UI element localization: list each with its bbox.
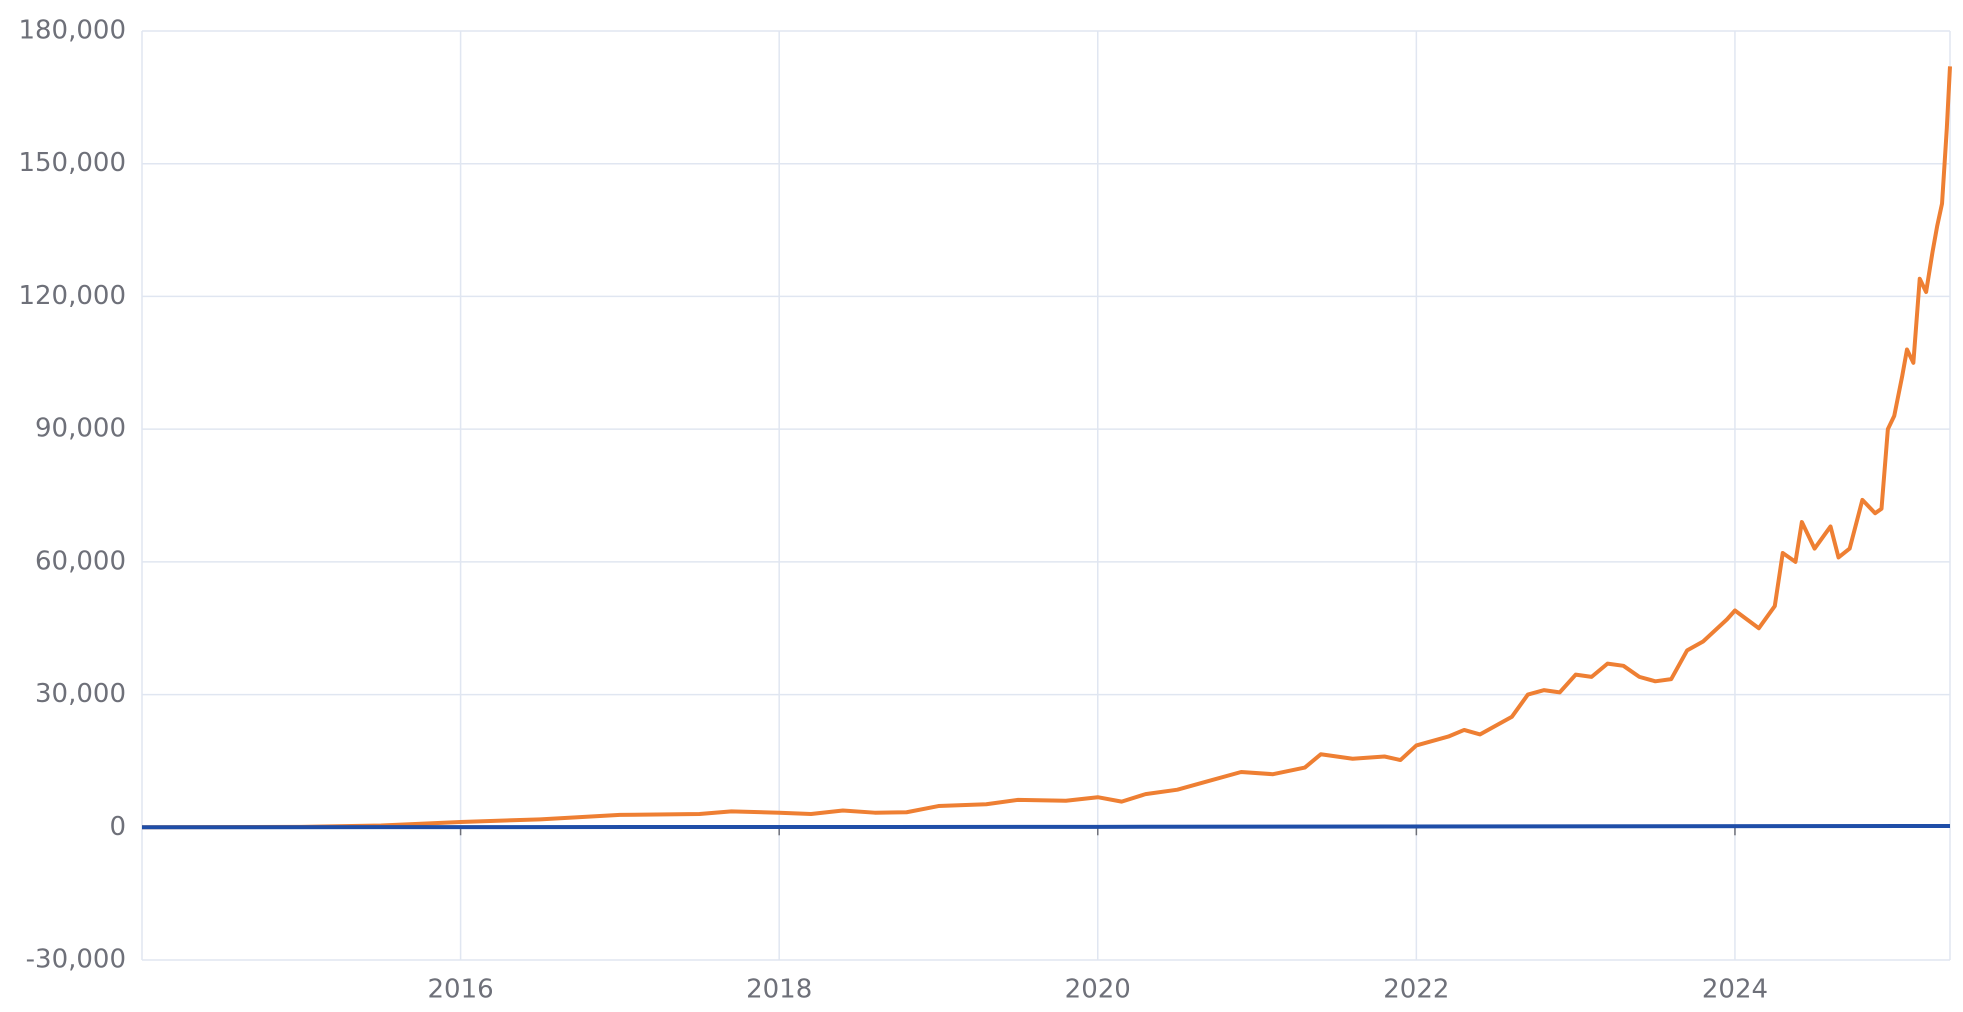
y-tick-label: 180,000	[18, 16, 126, 46]
y-tick-label: 30,000	[35, 679, 126, 709]
series-line	[141, 823, 1951, 830]
y-tick-label: 150,000	[18, 148, 126, 178]
x-tick-label: 2022	[1383, 975, 1449, 1005]
x-tick-label: 2020	[1065, 975, 1131, 1005]
x-tick-label: 2018	[746, 975, 812, 1005]
series-line	[141, 66, 1952, 830]
x-tick-label: 2016	[428, 975, 494, 1005]
x-tick-label: 2024	[1702, 975, 1768, 1005]
y-tick-label: 60,000	[35, 546, 126, 576]
y-tick-label: 90,000	[35, 414, 126, 444]
y-tick-label: -30,000	[26, 945, 126, 975]
y-tick-label: 120,000	[18, 281, 126, 311]
y-tick-label: 0	[109, 812, 126, 842]
